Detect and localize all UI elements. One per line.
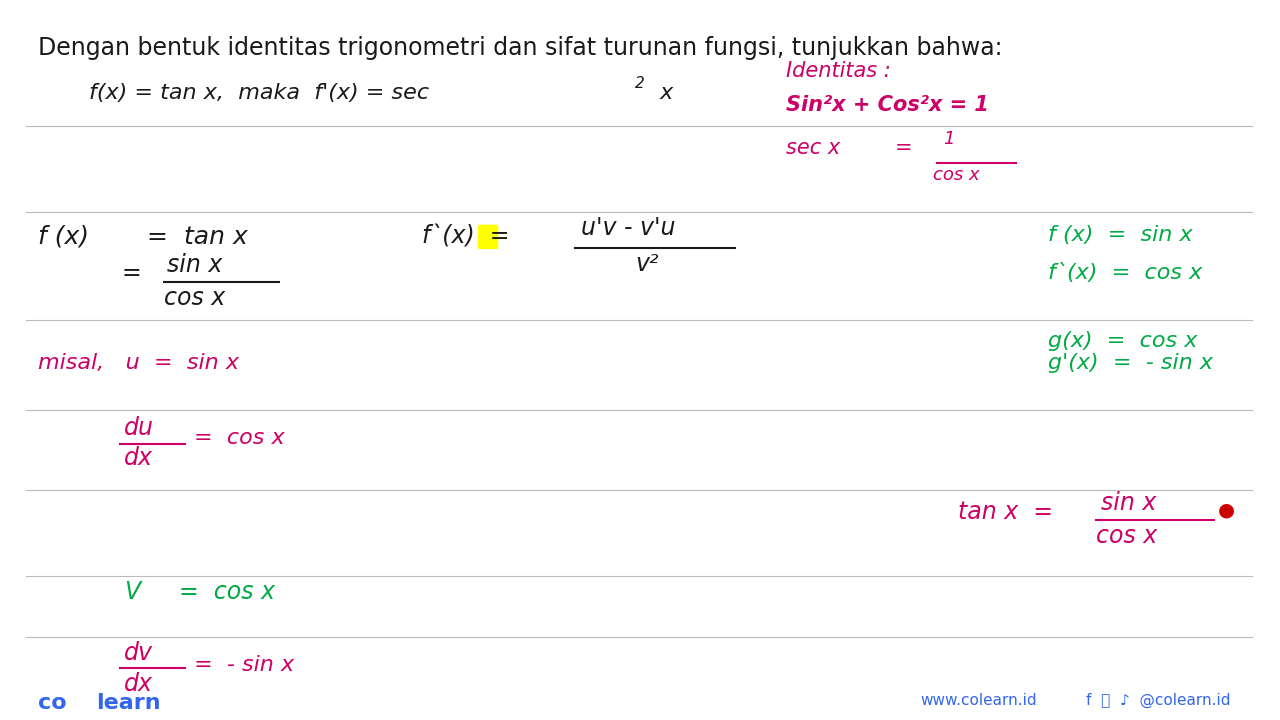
Text: cos x: cos x bbox=[933, 166, 979, 184]
Text: misal,   u  =  sin x: misal, u = sin x bbox=[38, 353, 239, 373]
Text: 1: 1 bbox=[943, 130, 955, 148]
Text: sin x: sin x bbox=[1101, 491, 1157, 515]
Text: f`(x)  =  cos x: f`(x) = cos x bbox=[1048, 263, 1202, 283]
Text: www.colearn.id: www.colearn.id bbox=[920, 693, 1037, 708]
Text: =  cos x: = cos x bbox=[195, 428, 285, 449]
Text: dv: dv bbox=[124, 641, 152, 665]
Text: v²: v² bbox=[635, 252, 658, 276]
Text: du: du bbox=[124, 416, 154, 440]
Text: cos x: cos x bbox=[164, 286, 225, 310]
Text: learn: learn bbox=[96, 693, 160, 713]
Text: f (x)  =  sin x: f (x) = sin x bbox=[1048, 225, 1193, 245]
Text: sin x: sin x bbox=[168, 253, 223, 277]
Text: x: x bbox=[653, 83, 673, 103]
Text: f (x): f (x) bbox=[38, 225, 90, 248]
Text: V: V bbox=[124, 580, 140, 603]
Text: f  Ⓘ  ♪  @colearn.id: f Ⓘ ♪ @colearn.id bbox=[1085, 693, 1230, 708]
Text: =  cos x: = cos x bbox=[179, 580, 275, 603]
Text: =  - sin x: = - sin x bbox=[195, 655, 294, 675]
Text: u'v - v'u: u'v - v'u bbox=[581, 216, 676, 240]
Text: dx: dx bbox=[124, 446, 152, 470]
Text: ●: ● bbox=[1217, 500, 1235, 519]
Text: =: = bbox=[895, 138, 913, 158]
Text: =: = bbox=[122, 261, 141, 284]
Text: f`(x)  =: f`(x) = bbox=[421, 225, 509, 248]
Text: sec x: sec x bbox=[786, 138, 840, 158]
Text: Identitas :: Identitas : bbox=[786, 61, 891, 81]
FancyBboxPatch shape bbox=[477, 225, 498, 249]
Text: f(x) = tan x,  maka  f'(x) = sec: f(x) = tan x, maka f'(x) = sec bbox=[90, 83, 430, 103]
Text: co: co bbox=[38, 693, 67, 713]
Text: g'(x)  =  - sin x: g'(x) = - sin x bbox=[1048, 353, 1212, 373]
Text: 2: 2 bbox=[635, 76, 645, 91]
Text: Sin²x + Cos²x = 1: Sin²x + Cos²x = 1 bbox=[786, 95, 988, 115]
Text: dx: dx bbox=[124, 672, 152, 696]
Text: cos x: cos x bbox=[1096, 524, 1157, 548]
Text: =  tan x: = tan x bbox=[147, 225, 248, 248]
Text: Dengan bentuk identitas trigonometri dan sifat turunan fungsi, tunjukkan bahwa:: Dengan bentuk identitas trigonometri dan… bbox=[38, 36, 1002, 60]
Text: g(x)  =  cos x: g(x) = cos x bbox=[1048, 331, 1197, 351]
Text: tan x  =: tan x = bbox=[959, 500, 1053, 524]
